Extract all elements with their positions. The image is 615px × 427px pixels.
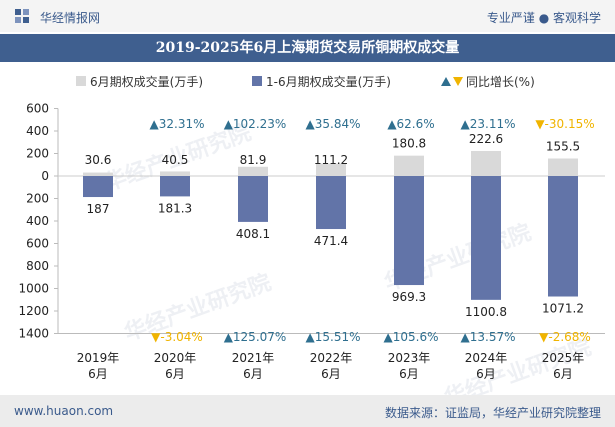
y-tick-label: 600 — [26, 237, 49, 251]
bar-cumulative — [160, 176, 190, 197]
y-tick-label: 1400 — [18, 327, 49, 341]
title-bar: 2019-2025年6月上海期货交易所铜期权成交量 — [0, 34, 615, 62]
bar-monthly — [160, 171, 190, 176]
yoy-label-monthly: ▲102.23% — [224, 117, 287, 131]
bar-cumulative — [548, 176, 578, 297]
legend-label-monthly: 6月期权成交量(万手) — [90, 74, 203, 89]
y-tick-label: 800 — [26, 259, 49, 273]
y-tick-label: 1000 — [18, 282, 49, 296]
value-label-cumulative: 187 — [87, 202, 110, 216]
legend-swatch-monthly — [76, 76, 86, 86]
x-tick-label: 6月 — [399, 367, 419, 381]
x-tick-label: 6月 — [553, 367, 573, 381]
yoy-label-cumulative: ▲105.6% — [384, 330, 439, 344]
bar-cumulative — [471, 176, 501, 300]
yoy-label-cumulative: ▼-3.04% — [151, 330, 203, 344]
y-tick-label: 200 — [26, 192, 49, 206]
value-label-monthly: 180.8 — [392, 137, 426, 151]
value-label-monthly: 155.5 — [546, 140, 580, 154]
yoy-label-cumulative: ▲15.51% — [306, 330, 361, 344]
data-source: 数据来源：证监局，华经产业研究院整理 — [384, 406, 601, 420]
slogan: 专业严谨 ● 客观科学 — [486, 11, 601, 25]
value-label-cumulative: 1100.8 — [465, 305, 507, 319]
legend-label-cumulative: 1-6月期权成交量(万手) — [266, 74, 391, 89]
value-label-monthly: 222.6 — [469, 132, 503, 146]
chart-title: 2019-2025年6月上海期货交易所铜期权成交量 — [155, 40, 460, 56]
x-tick-label: 2021年 — [232, 351, 275, 365]
value-label-monthly: 81.9 — [240, 153, 267, 167]
huajing-logo-icon — [15, 9, 29, 23]
value-label-cumulative: 1071.2 — [542, 302, 584, 316]
value-label-monthly: 30.6 — [85, 153, 112, 167]
x-tick-label: 2025年 — [542, 351, 585, 365]
bar-monthly — [471, 150, 501, 176]
yoy-label-monthly: ▲32.31% — [150, 117, 205, 131]
value-label-monthly: 111.2 — [314, 153, 348, 167]
x-tick-label: 2020年 — [154, 351, 197, 365]
yoy-label-monthly: ▲62.6% — [387, 117, 434, 131]
top-bar: 华经情报网 专业严谨 ● 客观科学 — [0, 0, 615, 32]
yoy-label-monthly: ▲23.11% — [461, 117, 516, 131]
bar-cumulative — [83, 176, 113, 198]
y-tick-label: 0 — [41, 169, 49, 183]
legend-down-triangle-icon — [453, 77, 463, 86]
footer: www.huaon.com 数据来源：证监局，华经产业研究院整理 — [0, 395, 615, 427]
value-label-cumulative: 471.4 — [314, 234, 348, 248]
footer-url[interactable]: www.huaon.com — [14, 404, 114, 418]
value-label-cumulative: 969.3 — [392, 290, 426, 304]
x-tick-label: 2022年 — [310, 351, 353, 365]
x-tick-label: 2023年 — [388, 351, 431, 365]
bar-monthly — [548, 158, 578, 176]
site-name[interactable]: 华经情报网 — [40, 11, 101, 25]
bar-monthly — [316, 163, 346, 176]
x-tick-label: 6月 — [88, 367, 108, 381]
legend-up-triangle-icon — [441, 77, 451, 86]
x-tick-label: 6月 — [243, 367, 263, 381]
yoy-label-monthly: ▲35.84% — [306, 117, 361, 131]
y-tick-label: 400 — [26, 214, 49, 228]
bar-chart: 6月期权成交量(万手) 1-6月期权成交量(万手) 同比增长(%) 600 400 200… — [18, 74, 605, 381]
yoy-label-monthly: ▼-30.15% — [535, 117, 594, 131]
yoy-label-cumulative: ▲125.07% — [224, 330, 287, 344]
legend-swatch-cumulative — [252, 76, 262, 86]
value-label-monthly: 40.5 — [162, 153, 189, 167]
y-tick-label: 200 — [26, 147, 49, 161]
x-tick-label: 6月 — [321, 367, 341, 381]
bar-monthly — [238, 166, 268, 176]
x-tick-label: 6月 — [165, 367, 185, 381]
legend-label-yoy: 同比增长(%) — [466, 75, 535, 89]
value-label-cumulative: 181.3 — [158, 201, 192, 215]
yoy-label-cumulative: ▲13.57% — [461, 330, 516, 344]
bar-cumulative — [316, 176, 346, 230]
bar-monthly — [394, 155, 424, 176]
bar-cumulative — [238, 176, 268, 222]
y-tick-label: 1200 — [18, 304, 49, 318]
y-tick-label: 400 — [26, 124, 49, 138]
x-tick-label: 6月 — [476, 367, 496, 381]
bar-cumulative — [394, 176, 424, 286]
y-tick-label: 600 — [26, 102, 49, 116]
x-tick-label: 2019年 — [77, 351, 120, 365]
value-label-cumulative: 408.1 — [236, 227, 270, 241]
x-tick-label: 2024年 — [465, 351, 508, 365]
bar-monthly — [83, 172, 113, 176]
yoy-label-cumulative: ▼-2.68% — [539, 330, 591, 344]
